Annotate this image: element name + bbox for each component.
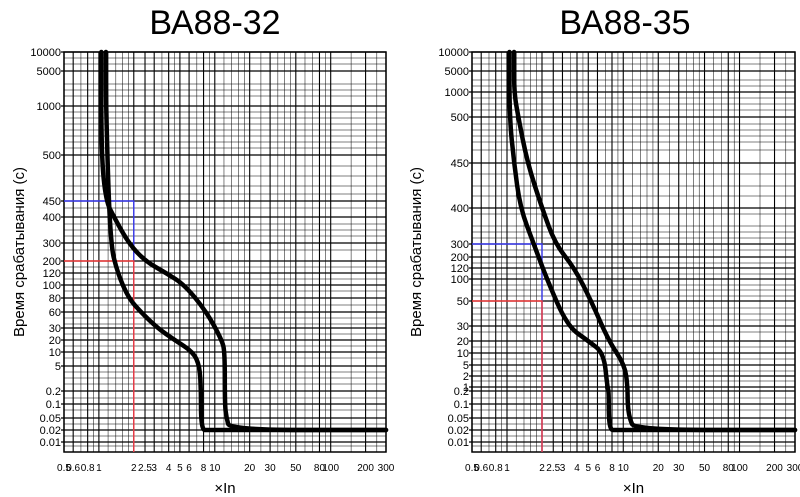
x-tick-label: 80 <box>314 463 326 474</box>
y-tick-label: 5 <box>55 361 61 373</box>
y-tick-label: 60 <box>49 307 61 319</box>
y-axis-label: Время срабатывания (с) <box>408 167 425 337</box>
grid <box>61 51 387 452</box>
y-tick-label: 0.01 <box>448 437 469 449</box>
trip-curve-1 <box>507 49 798 433</box>
y-tick-label: 10000 <box>438 47 469 59</box>
y-tick-label: 0.2 <box>454 386 469 398</box>
y-tick-label: 120 <box>43 268 61 280</box>
plot-frame <box>471 51 796 453</box>
y-tick-label: 500 <box>451 112 469 124</box>
x-tick-label: 200 <box>766 463 783 474</box>
x-tick-label: 300 <box>378 463 395 474</box>
y-tick-label: 0.1 <box>46 399 61 411</box>
x-tick-label: 0.6 <box>474 463 488 474</box>
y-tick-label: 300 <box>451 239 469 251</box>
x-axis-label: ×In <box>214 480 235 497</box>
y-tick-label: 20 <box>49 335 61 347</box>
x-tick-label: 80 <box>723 463 735 474</box>
y-tick-label: 0.01 <box>40 437 61 449</box>
marker-guide-2 <box>472 300 543 452</box>
y-tick-label: 0.05 <box>40 413 61 425</box>
x-tick-label: 1 <box>96 463 102 474</box>
y-tick-label: 300 <box>43 238 61 250</box>
x-tick-label: 0.5 <box>465 463 479 474</box>
x-tick-label: 100 <box>731 463 748 474</box>
y-tick-label: 0.05 <box>448 413 469 425</box>
y-tick-label: 0.1 <box>454 399 469 411</box>
chart-title: ВА88-35 <box>559 4 690 42</box>
marker-guide-2 <box>64 260 135 452</box>
y-tick-label: 200 <box>43 256 61 268</box>
y-tick-label: 5 <box>463 360 469 372</box>
y-tick-label: 1000 <box>37 101 61 113</box>
y-tick-label: 2 <box>463 371 469 383</box>
x-tick-label: 3 <box>151 463 157 474</box>
y-tick-label: 450 <box>451 158 469 170</box>
x-tick-label: 10 <box>618 463 630 474</box>
x-tick-label: 100 <box>322 463 339 474</box>
y-tick-label: 5000 <box>37 66 61 78</box>
y-tick-label: 400 <box>43 212 61 224</box>
x-tick-label: 0.6 <box>66 463 80 474</box>
x-tick-label: 300 <box>787 463 800 474</box>
y-tick-label: 5000 <box>445 66 469 78</box>
y-tick-label: 0.2 <box>46 386 61 398</box>
x-tick-label: 20 <box>653 463 665 474</box>
x-tick-label: 0.8 <box>489 463 503 474</box>
y-tick-label: 30 <box>457 321 469 333</box>
x-tick-label: 1 <box>504 463 510 474</box>
y-tick-label: 50 <box>457 296 469 308</box>
y-tick-label: 1 <box>463 382 469 394</box>
x-tick-label: 3 <box>560 463 566 474</box>
x-tick-label: 2 <box>539 463 545 474</box>
chart-title: ВА88-32 <box>149 4 280 42</box>
x-tick-label: 30 <box>265 463 277 474</box>
x-tick-label: 8 <box>609 463 615 474</box>
y-tick-label: 200 <box>451 252 469 264</box>
y-tick-label: 450 <box>43 196 61 208</box>
x-tick-label: 200 <box>357 463 374 474</box>
x-tick-label: 0.5 <box>57 463 71 474</box>
y-tick-label: 10000 <box>30 47 61 59</box>
x-tick-label: 2.5 <box>546 463 560 474</box>
y-axis-label: Время срабатывания (с) <box>11 167 28 337</box>
y-tick-label: 10 <box>49 347 61 359</box>
x-axis-label: ×In <box>623 480 644 497</box>
trip-curve-2 <box>99 49 389 433</box>
trip-curve-2 <box>511 49 798 433</box>
y-tick-label: 20 <box>457 336 469 348</box>
x-tick-label: 4 <box>574 463 580 474</box>
x-tick-label: 6 <box>186 463 192 474</box>
x-tick-label: 2.5 <box>138 463 152 474</box>
x-tick-label: 8 <box>201 463 207 474</box>
x-tick-label: 6 <box>595 463 601 474</box>
x-tick-label: 50 <box>290 463 302 474</box>
x-tick-label: 20 <box>244 463 256 474</box>
y-tick-label: 400 <box>451 203 469 215</box>
plot-frame <box>63 51 387 453</box>
x-tick-label: 50 <box>699 463 711 474</box>
y-tick-label: 100 <box>451 274 469 286</box>
y-tick-label: 80 <box>49 293 61 305</box>
y-tick-label: 0.02 <box>40 425 61 437</box>
x-tick-label: 10 <box>209 463 221 474</box>
y-tick-label: 1000 <box>445 87 469 99</box>
y-tick-label: 120 <box>451 263 469 275</box>
x-tick-label: 5 <box>585 463 591 474</box>
y-tick-label: 0.02 <box>448 425 469 437</box>
x-tick-label: 5 <box>177 463 183 474</box>
y-tick-label: 100 <box>43 280 61 292</box>
y-tick-label: 10 <box>457 348 469 360</box>
x-tick-label: 0.8 <box>81 463 95 474</box>
trip-curve-1 <box>103 49 389 433</box>
x-tick-label: 4 <box>166 463 172 474</box>
y-tick-label: 500 <box>43 150 61 162</box>
x-tick-label: 30 <box>673 463 685 474</box>
y-tick-label: 30 <box>49 323 61 335</box>
x-tick-label: 2 <box>131 463 137 474</box>
